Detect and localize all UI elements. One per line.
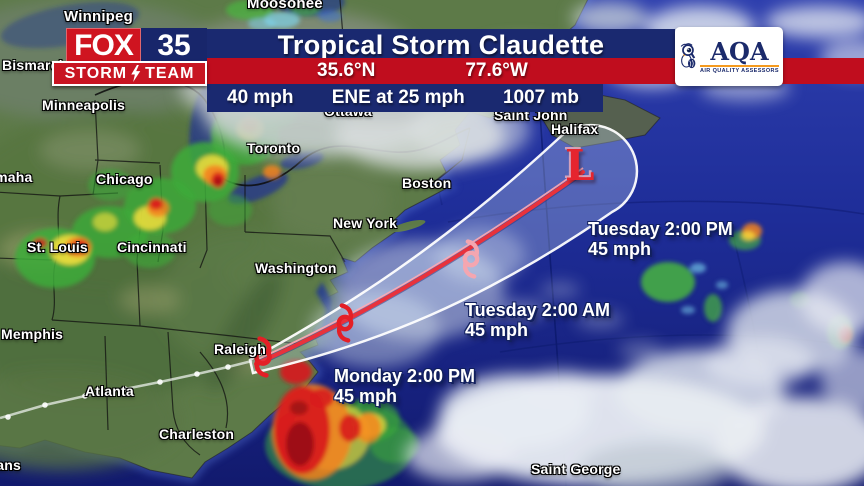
city-label-new-york: New York (333, 215, 398, 231)
forecast-wind: 45 mph (465, 320, 529, 340)
city-label-raleigh: Raleigh (214, 341, 266, 357)
storm-team-left: STORM (64, 64, 128, 82)
storm-team-right: TEAM (145, 64, 195, 82)
forecast-wind: 45 mph (588, 239, 652, 259)
aqa-tagline: AIR QUALITY ASSESSORS (700, 64, 779, 74)
city-label-atlanta: Atlanta (85, 383, 134, 399)
track-line (254, 167, 585, 367)
storm-title: Tropical Storm Claudette (277, 29, 605, 60)
wind-speed-value: 40 mph (227, 87, 294, 108)
city-label-memphis: Memphis (1, 326, 64, 342)
low-pressure-marker: L (565, 141, 595, 190)
fox-logo-text: FOX (74, 28, 134, 62)
aqa-logo: AQA AIR QUALITY ASSESSORS (675, 27, 783, 86)
forecast-time: Tuesday 2:00 PM (588, 219, 733, 239)
forecast-time: Tuesday 2:00 AM (465, 300, 611, 320)
channel-number: 35 (141, 28, 207, 63)
city-label-omaha: Omaha (0, 169, 33, 185)
city-label-charleston: Charleston (159, 426, 235, 442)
radar-layer (15, 0, 853, 486)
longitude-value: 77.6°W (465, 60, 528, 81)
fox-logo: FOX (66, 28, 141, 63)
city-label-cincinnati: Cincinnati (117, 239, 187, 255)
aqa-wordmark: AQA (710, 36, 769, 66)
city-label-moosonee: Moosonee (247, 0, 323, 12)
lightning-bolt-icon (131, 65, 141, 82)
aqa-owl-icon (680, 42, 696, 68)
forecast-cone (248, 123, 639, 375)
city-label-winnipeg: Winnipeg (64, 8, 133, 25)
latitude-value: 35.6°N (317, 60, 376, 81)
forecast-label-tuesday-am: Tuesday 2:00 AM 45 mph (465, 300, 610, 340)
city-label-bismarck: Bismarck (2, 57, 67, 73)
forecast-wind: 45 mph (334, 386, 398, 406)
city-label-new-orleans: New Orleans (0, 457, 22, 473)
city-label-saint-george: Saint George (531, 461, 621, 477)
city-label-halifax: Halifax (551, 121, 599, 137)
storm-title-bar: Tropical Storm Claudette (207, 29, 675, 61)
storm-stats-bar: 40 mph ENE at 25 mph 1007 mb (207, 84, 603, 112)
forecast-time: Monday 2:00 PM (334, 366, 476, 386)
forecast-label-tuesday-pm: Tuesday 2:00 PM 45 mph (588, 219, 733, 259)
channel-number-text: 35 (157, 28, 191, 62)
past-track (0, 359, 253, 420)
city-label-chicago: Chicago (96, 171, 153, 187)
city-label-st-louis: St. Louis (27, 239, 88, 255)
city-label-boston: Boston (402, 175, 452, 191)
forecast-label-monday-pm: Monday 2:00 PM 45 mph (334, 366, 475, 406)
city-label-washington: Washington (255, 260, 337, 276)
storm-team-banner: STORM TEAM (52, 61, 207, 86)
city-label-minneapolis: Minneapolis (42, 97, 126, 113)
pressure-value: 1007 mb (502, 87, 579, 108)
movement-value: ENE at 25 mph (331, 87, 465, 108)
city-label-toronto: Toronto (247, 140, 301, 156)
